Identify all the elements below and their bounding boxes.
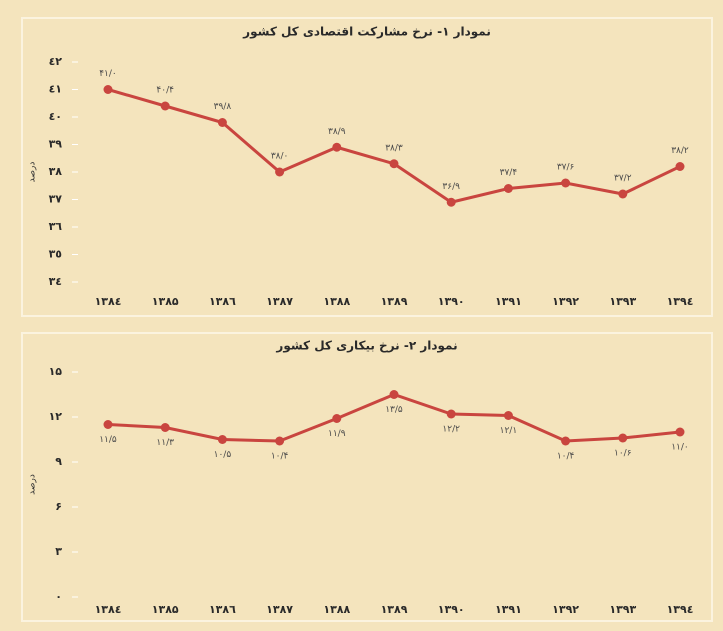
data-point [103,85,113,94]
x-tick-label: ۱۳۸٦ [209,295,236,308]
data-point [503,184,513,193]
x-tick-label: ۱۳۸۷ [266,295,293,308]
data-label: ۳۷/۲ [614,174,632,184]
x-tick-label: ۱۳۸٤ [95,295,122,308]
data-point [446,197,456,207]
x-tick-label: ۱۳۹۲ [552,295,579,308]
data-point [675,162,685,171]
data-point [503,411,513,420]
data-point [217,118,227,127]
data-point [332,414,342,423]
data-point [332,142,342,152]
data-point [675,427,685,437]
data-label: ۱۰/۴ [557,452,575,462]
y-tick-label: ٣٧ [49,193,63,206]
data-label: ۴۰/۴ [156,86,174,96]
x-tick-label: ۱۳۸۸ [323,295,350,308]
x-tick-label: ۱۳۸٦ [209,603,236,616]
y-tick-label: ٣٤ [49,275,62,288]
data-point [160,423,170,432]
data-label: ۱۱/۵ [99,435,117,445]
chart-title: نمودار ۲- نرخ بیکاری کل کشور [275,339,457,354]
data-label: ۱۰/۶ [614,449,632,459]
data-point [561,436,571,446]
chart-frame [21,332,713,622]
data-label: ۳۹/۸ [214,102,232,112]
data-label: ۳۶/۹ [442,182,460,192]
x-tick-label: ۱۳۸٤ [95,603,122,616]
data-point [618,189,628,199]
data-label: ۱۲/۱ [500,426,518,436]
y-axis-label: درصد [28,162,38,183]
data-label: ۳۸/۳ [385,143,403,153]
x-tick-label: ۱۳۸۷ [266,603,293,616]
y-tick-label: ۶ [55,500,62,513]
x-tick-label: ۱۳۸۹ [381,295,408,308]
data-label: ۱۰/۵ [214,450,232,460]
data-label: ۱۳/۵ [385,405,403,415]
y-tick-label: ۹ [55,455,62,468]
chart-title: نمودار ۱- نرخ مشارکت اقتصادی کل کشور [242,25,491,40]
data-label: ۳۷/۴ [500,168,518,178]
data-label: ۱۲/۲ [442,425,460,435]
data-point [561,178,571,188]
x-tick-label: ۱۳۸۸ [323,603,350,616]
data-point [160,101,170,111]
y-tick-label: ۱۵ [49,365,63,378]
data-point [618,433,628,443]
x-tick-label: ۱۳۹٤ [667,603,694,616]
data-point [275,436,285,446]
x-tick-label: ۱۳۸۹ [381,603,408,616]
x-tick-label: ۱۳۹۳ [609,295,636,308]
y-tick-label: ۰ [55,590,62,603]
x-tick-label: ۱۳۸۵ [152,295,179,308]
data-point [446,409,456,419]
y-tick-label: ۱۲ [49,410,63,423]
y-tick-label: ٣٦ [49,220,63,233]
data-label: ۳۷/۶ [557,163,575,173]
data-label: ۳۸/۹ [328,127,346,137]
data-point [275,167,285,177]
y-axis-label: درصد [28,474,38,495]
y-tick-label: ٣٥ [49,248,63,261]
data-point [217,435,227,444]
data-label: ۳۸/۲ [671,146,689,156]
x-tick-label: ۱۳۹۳ [609,603,636,616]
y-tick-label: ٤٢ [49,55,63,68]
x-tick-label: ۱۳۹۰ [438,603,465,616]
data-label: ۳۸/۰ [271,152,289,162]
x-tick-label: ۱۳۹۱ [495,295,522,308]
x-tick-label: ۱۳۹٤ [667,295,694,308]
data-label: ۴۱/۰ [99,69,117,79]
x-tick-label: ۱۳۹۲ [552,603,579,616]
y-tick-label: ٣٨ [49,165,63,178]
data-line [107,392,681,443]
data-point [389,159,399,169]
data-label: ۱۰/۴ [271,452,289,462]
y-tick-label: ٣٩ [49,138,63,151]
data-point [103,420,113,429]
data-label: ۱۱/۹ [328,429,346,439]
data-label: ۱۱/۰ [671,443,689,453]
x-tick-label: ۱۳۹۱ [495,603,522,616]
y-tick-label: ٤١ [49,83,62,96]
y-tick-label: ۳ [55,545,62,558]
chart-frame [21,17,713,317]
x-tick-label: ۱۳۹۰ [438,295,465,308]
x-tick-label: ۱۳۸۵ [152,603,179,616]
data-label: ۱۱/۳ [156,438,174,448]
y-tick-label: ٤٠ [49,110,62,123]
data-point [389,390,399,399]
